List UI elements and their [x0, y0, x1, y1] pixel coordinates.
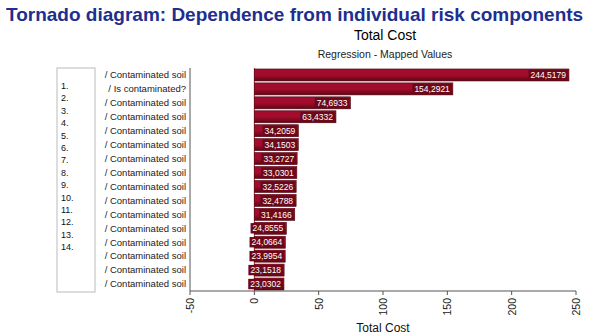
category-label: / Contaminated soil: [105, 125, 186, 136]
data-label-bg: [260, 181, 295, 191]
x-tick-label: 250: [570, 298, 582, 316]
data-label: 31,4166: [261, 210, 292, 220]
data-label-bg: [259, 209, 294, 219]
annotation-number: 11.: [61, 205, 73, 215]
data-label-bg: [251, 223, 286, 233]
x-tick: [447, 291, 448, 295]
data-label: 23,1518: [250, 265, 281, 275]
data-label: 24,8555: [253, 223, 284, 233]
annotation-number: 3.: [61, 106, 69, 116]
data-label: 32,5226: [262, 182, 293, 192]
annotation-number: 12.: [61, 217, 74, 227]
category-label: / Contaminated soil: [105, 250, 186, 261]
annotation-number: 4.: [61, 118, 69, 128]
data-label: 23,9954: [251, 251, 282, 261]
category-label: / Contaminated soil: [105, 167, 186, 178]
data-label-bg: [260, 195, 295, 205]
data-label-bg: [315, 98, 350, 108]
annotation-number: 10.: [61, 193, 74, 203]
x-tick: [511, 291, 512, 295]
annotation-number: 2.: [61, 93, 69, 103]
annotation-number: 1.: [61, 81, 69, 91]
data-label-bg: [300, 112, 335, 122]
category-label: / Contaminated soil: [105, 69, 186, 80]
annotation-number: 7.: [61, 155, 69, 165]
bars: [254, 69, 569, 290]
data-label: 33,2727: [263, 154, 294, 164]
category-label: / Contaminated soil: [105, 237, 186, 248]
bar: [254, 180, 296, 192]
x-tick: [383, 291, 384, 295]
category-label: / Contaminated soil: [105, 153, 186, 164]
bar: [254, 111, 336, 123]
x-tick-label: 200: [506, 298, 518, 316]
data-label: 32,4788: [262, 196, 293, 206]
annotation-number: 14.: [61, 242, 74, 252]
x-tick-label: 100: [377, 298, 389, 316]
bar: [254, 125, 298, 137]
category-label: / Is contaminated?: [108, 83, 186, 94]
x-tick-label: -50: [184, 298, 196, 313]
category-label: / Contaminated soil: [105, 195, 186, 206]
data-label: 34,1503: [265, 140, 296, 150]
data-label-bg: [250, 237, 285, 247]
data-label: 244,5179: [530, 70, 566, 80]
data-label: 23,0302: [250, 279, 281, 289]
x-tick: [254, 291, 255, 295]
data-label-bg: [412, 84, 451, 94]
category-label: / Contaminated soil: [105, 111, 186, 122]
bar: [254, 69, 569, 81]
x-tick-label: 150: [441, 298, 453, 316]
bar: [254, 97, 350, 109]
chart-title: Total Cost: [354, 27, 416, 43]
y-axis-line: [190, 68, 191, 291]
data-label-bg: [528, 70, 567, 80]
chart-subtitle: Regression - Mapped Values: [318, 48, 453, 60]
data-label-bg: [261, 153, 296, 163]
data-label-bg: [263, 126, 298, 136]
x-axis-label: Total Cost: [356, 321, 410, 335]
data-label-bg: [248, 265, 283, 275]
bar: [254, 208, 294, 220]
data-label: 33,0301: [263, 168, 294, 178]
bar: [254, 153, 297, 165]
category-label: / Contaminated soil: [105, 264, 186, 275]
bar: [254, 167, 296, 179]
x-tick-label: 50: [313, 298, 325, 310]
data-label: 34,2059: [265, 126, 296, 136]
category-label: / Contaminated soil: [105, 181, 186, 192]
category-label: / Contaminated soil: [105, 223, 186, 234]
x-tick-label: 0: [248, 298, 260, 304]
annotation-box: [57, 68, 95, 292]
category-label: / Contaminated soil: [105, 278, 186, 289]
category-label: / Contaminated soil: [105, 139, 186, 150]
data-label: 74,6933: [317, 98, 348, 108]
category-label: / Contaminated soil: [105, 97, 186, 108]
bar: [254, 194, 296, 206]
data-label-bg: [261, 167, 296, 177]
chart-root: Tornado diagram: Dependence from individ…: [0, 0, 610, 336]
x-tick: [190, 291, 191, 295]
category-label: / Contaminated soil: [105, 209, 186, 220]
annotation-number: 6.: [61, 143, 69, 153]
annotation-number: 13.: [61, 230, 74, 240]
bar: [254, 139, 298, 151]
data-label-bg: [263, 139, 298, 149]
page-title: Tornado diagram: Dependence from individ…: [6, 4, 583, 25]
bar: [254, 83, 453, 95]
annotation-number: 9.: [61, 180, 69, 190]
x-tick: [318, 291, 319, 295]
annotation-number: 5.: [61, 131, 69, 141]
data-label: 154,2921: [414, 84, 450, 94]
data-label: 63,4332: [302, 112, 333, 122]
annotation-number: 8.: [61, 168, 69, 178]
data-label: 24,0664: [252, 237, 283, 247]
data-label-bg: [249, 251, 284, 261]
data-label-bg: [248, 279, 283, 289]
x-tick: [576, 291, 577, 295]
